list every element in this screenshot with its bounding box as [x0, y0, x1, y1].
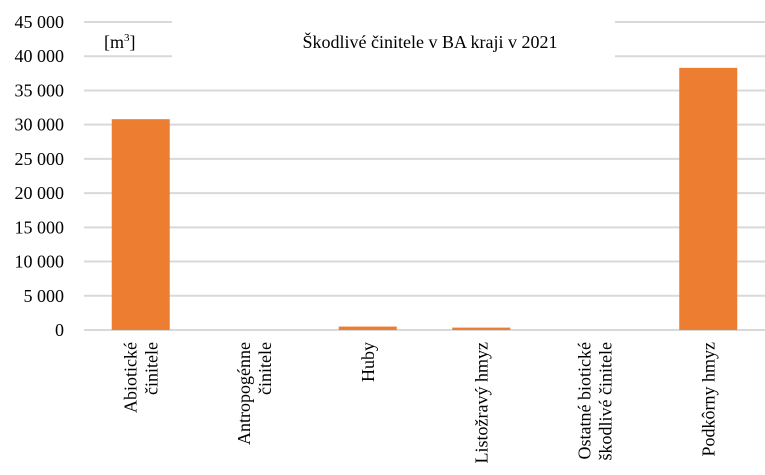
x-category-label-line: činitele [141, 342, 161, 395]
x-category-label: Ostatné biotické škodlivé činitele [574, 342, 615, 460]
x-category-label-line: Abiotické [120, 342, 140, 413]
x-category-label: Podkôrny hmyz [698, 342, 718, 457]
y-tick-label: 40 000 [15, 46, 65, 66]
x-category-label-line: Podkôrny hmyz [698, 342, 718, 457]
gridlines [84, 21, 765, 331]
x-category-label-line: Antropogénne [234, 342, 254, 445]
y-tick-label: 45 000 [15, 12, 65, 32]
y-tick-label: 5 000 [24, 286, 65, 306]
y-tick-label: 25 000 [15, 149, 65, 169]
x-category-label: Listožravý hmyz [471, 342, 491, 463]
x-category-label-line: Listožravý hmyz [471, 342, 491, 463]
y-tick-label: 35 000 [15, 80, 65, 100]
x-category-label-line: Huby [358, 342, 378, 382]
y-tick-label: 20 000 [15, 183, 65, 203]
bar [111, 119, 170, 331]
y-tick-label: 15 000 [15, 217, 65, 237]
bar [338, 326, 397, 330]
x-axis-category-labels: Abiotické činitele Antropogénne činitele Hub… [120, 342, 718, 463]
y-tick-label: 10 000 [15, 252, 65, 272]
x-category-label: Antropogénne činitele [234, 342, 275, 445]
bars [111, 67, 738, 331]
y-tick-label: 0 [55, 320, 64, 340]
x-category-label-line: činitele [255, 342, 275, 395]
y-tick-label: 30 000 [15, 115, 65, 135]
x-category-label: Abiotické činitele [120, 342, 161, 413]
x-category-label: Huby [358, 342, 378, 382]
x-category-label-line: Ostatné biotické [574, 342, 594, 459]
bar [679, 67, 738, 330]
chart-title: Škodlivé činitele v BA kraji v 2021 [303, 31, 558, 52]
y-axis-tick-labels: 0 5 000 10 000 15 000 20 000 25 000 30 000 35 0… [15, 12, 65, 340]
unit-label: [m3] [104, 32, 136, 52]
bar [452, 327, 511, 330]
x-category-label-line: škodlivé činitele [595, 342, 615, 460]
title-box-background [172, 8, 615, 66]
